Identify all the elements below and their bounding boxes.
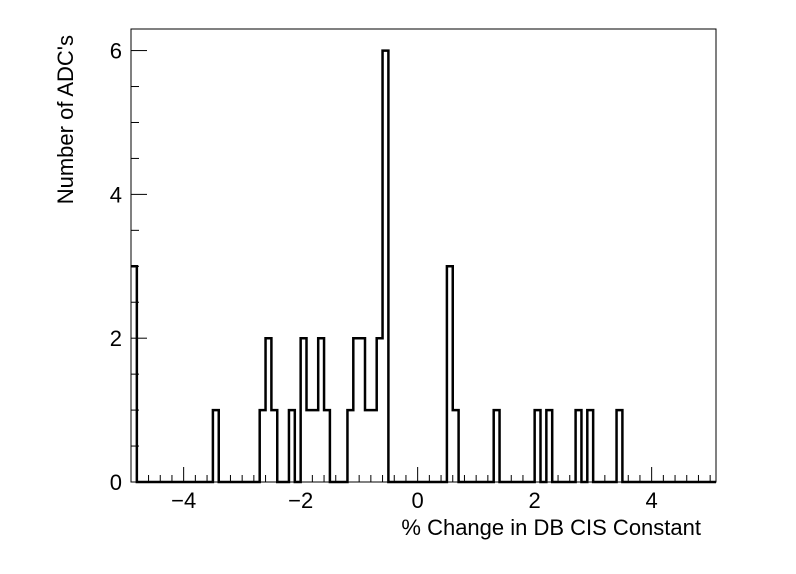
histogram-bin-24 [587, 410, 593, 482]
histogram-bin-13 [359, 338, 365, 482]
y-tick-label: 4 [110, 182, 122, 207]
histogram-bin-18 [447, 266, 453, 482]
histogram-bin-12 [353, 338, 359, 482]
histogram-bin-0 [131, 266, 137, 482]
histogram-bin-23 [576, 410, 582, 482]
y-axis-tick-labels: 0 2 4 6 [110, 39, 122, 495]
x-axis-tick-labels: −4 −2 0 2 4 [171, 488, 658, 513]
histogram-bin-20 [494, 410, 500, 482]
histogram-bin-19 [453, 410, 459, 482]
histogram-bin-15 [371, 410, 377, 482]
histogram-outline [131, 49, 716, 484]
histogram-bin-8 [312, 410, 318, 482]
histogram-bin-3 [266, 338, 272, 482]
histogram-bin-14 [365, 410, 371, 482]
histogram-bin-2 [260, 410, 266, 482]
y-tick-label: 2 [110, 326, 122, 351]
y-tick-label: 0 [110, 470, 122, 495]
histogram-bin-11 [347, 410, 353, 482]
histogram-bin-10 [324, 410, 330, 482]
histogram-bins [131, 51, 622, 482]
histogram-bin-25 [617, 410, 623, 482]
histogram-bin-16 [377, 338, 383, 482]
x-axis-label: % Change in DB CIS Constant [401, 515, 701, 540]
histogram-bin-22 [546, 410, 552, 482]
histogram-bin-21 [535, 410, 541, 482]
histogram-bin-4 [271, 410, 277, 482]
histogram-bin-5 [289, 410, 295, 482]
histogram-bin-9 [318, 338, 324, 482]
x-tick-label: −4 [171, 488, 196, 513]
x-tick-label: −2 [288, 488, 313, 513]
histogram-bin-1 [213, 410, 219, 482]
x-tick-label: 2 [529, 488, 541, 513]
x-tick-label: 0 [412, 488, 424, 513]
histogram-bin-7 [307, 410, 313, 482]
histogram-bin-17 [383, 51, 389, 482]
y-axis-label: Number of ADC's [53, 35, 78, 204]
x-tick-label: 4 [646, 488, 658, 513]
y-tick-label: 6 [110, 39, 122, 64]
histogram-bin-6 [301, 338, 307, 482]
x-axis-ticks [136, 467, 711, 482]
